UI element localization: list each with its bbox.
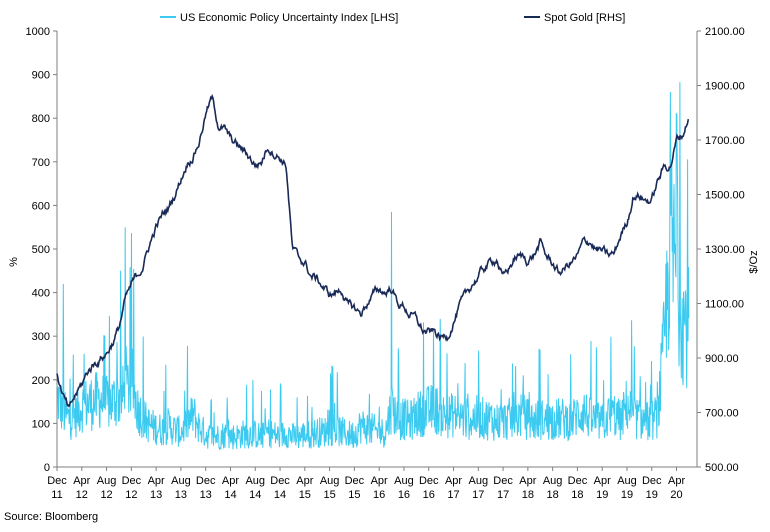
x-tick-label-month: Apr: [668, 475, 685, 487]
left-tick-label: 200: [32, 375, 50, 387]
x-axis: Dec 11 Apr 12 Aug 12 Dec 12 Apr 13 Aug 13 Dec 13 Apr 14…: [47, 466, 697, 501]
right-tick-label: 900.00: [705, 353, 739, 365]
series-uncertainty-index: [56, 82, 690, 451]
right-tick-label: 1900.00: [705, 81, 745, 93]
x-tick-label-month: Aug: [543, 475, 563, 487]
x-tick-label-year: 18: [571, 489, 583, 501]
x-tick-label-month: Aug: [245, 475, 265, 487]
right-tick-label: 2100.00: [705, 26, 745, 38]
x-tick-label-month: Aug: [97, 475, 117, 487]
x-tick-label-year: 17: [447, 489, 459, 501]
x-tick-label-month: Dec: [270, 475, 290, 487]
left-tick-label: 500: [32, 244, 50, 256]
x-tick-label-year: 13: [150, 489, 162, 501]
x-tick-label-year: 15: [323, 489, 335, 501]
x-tick-label-month: Apr: [445, 475, 462, 487]
y-axis-label-right: $/Oz: [748, 250, 760, 273]
x-tick-label-year: 19: [621, 489, 633, 501]
right-tick-label: 1700.00: [705, 135, 745, 147]
left-tick-label: 400: [32, 288, 50, 300]
right-tick-label: 1500.00: [705, 190, 745, 202]
x-tick-label-year: 12: [100, 489, 112, 501]
left-y-axis: 0 100 200 300 400 500 600 700 800 900 1000: [26, 26, 58, 474]
x-tick-label-year: 17: [472, 489, 484, 501]
x-tick-label-month: Aug: [617, 475, 637, 487]
right-y-axis: 500.00 700.00 900.00 1100.00 1300.00 1500.00 1…: [696, 26, 745, 474]
x-tick-label-year: 18: [547, 489, 559, 501]
x-tick-label-year: 19: [596, 489, 608, 501]
right-tick-label: 500.00: [705, 462, 739, 474]
x-tick-label-year: 15: [348, 489, 360, 501]
x-tick-label-year: 13: [200, 489, 212, 501]
x-tick-label-month: Apr: [296, 475, 313, 487]
x-tick-label-month: Apr: [519, 475, 536, 487]
x-tick-label-month: Dec: [419, 475, 439, 487]
left-tick-label: 900: [32, 70, 50, 82]
x-tick-label-year: 12: [125, 489, 137, 501]
x-tick-label-month: Apr: [222, 475, 239, 487]
series-line-gold: [56, 93, 690, 408]
x-tick-label-year: 15: [299, 489, 311, 501]
x-tick-label-month: Dec: [47, 475, 67, 487]
x-tick-label-year: 20: [670, 489, 682, 501]
y-axis-label-left: %: [8, 257, 20, 267]
x-tick-label-month: Apr: [148, 475, 165, 487]
right-tick-label: 1300.00: [705, 244, 745, 256]
x-tick-label-year: 19: [646, 489, 658, 501]
x-tick-label-year: 13: [175, 489, 187, 501]
x-tick-label-month: Dec: [493, 475, 513, 487]
left-tick-label: 100: [32, 418, 50, 430]
x-tick-label-year: 18: [522, 489, 534, 501]
source-footnote: Source: Bloomberg: [4, 511, 98, 523]
left-tick-label: 700: [32, 157, 50, 169]
left-tick-label: 300: [32, 331, 50, 343]
right-tick-label: 1100.00: [705, 299, 744, 311]
x-tick-label-year: 17: [497, 489, 509, 501]
left-tick-label: 1000: [26, 26, 50, 38]
x-tick-label-month: Dec: [642, 475, 662, 487]
x-tick-label-month: Aug: [320, 475, 340, 487]
x-tick-label-month: Aug: [469, 475, 489, 487]
x-tick-label-month: Dec: [196, 475, 216, 487]
series-spot-gold: [56, 93, 690, 408]
legend-label-gold: Spot Gold [RHS]: [544, 12, 625, 24]
legend: US Economic Policy Uncertainty Index [LH…: [160, 12, 625, 24]
x-tick-label-month: Apr: [371, 475, 388, 487]
x-tick-label-year: 14: [274, 489, 286, 501]
x-tick-label-year: 16: [423, 489, 435, 501]
x-tick-label-month: Apr: [594, 475, 611, 487]
x-tick-label-month: Dec: [122, 475, 142, 487]
left-tick-label: 800: [32, 113, 50, 125]
x-tick-label-year: 12: [76, 489, 88, 501]
x-tick-label-month: Aug: [394, 475, 414, 487]
x-tick-label-month: Dec: [568, 475, 588, 487]
x-tick-label-year: 11: [51, 489, 62, 501]
x-tick-label-month: Aug: [171, 475, 191, 487]
right-tick-label: 700.00: [705, 408, 739, 420]
x-tick-label-year: 14: [249, 489, 261, 501]
legend-label-uncertainty: US Economic Policy Uncertainty Index [LH…: [180, 12, 398, 24]
series-line-uncertainty: [56, 82, 690, 451]
left-tick-label: 600: [32, 200, 50, 212]
x-tick-label-year: 16: [373, 489, 385, 501]
x-tick-label-month: Dec: [345, 475, 365, 487]
x-tick-label-year: 16: [398, 489, 410, 501]
x-tick-label-month: Apr: [73, 475, 90, 487]
x-tick-label-year: 14: [224, 489, 236, 501]
left-tick-label: 0: [44, 462, 50, 474]
